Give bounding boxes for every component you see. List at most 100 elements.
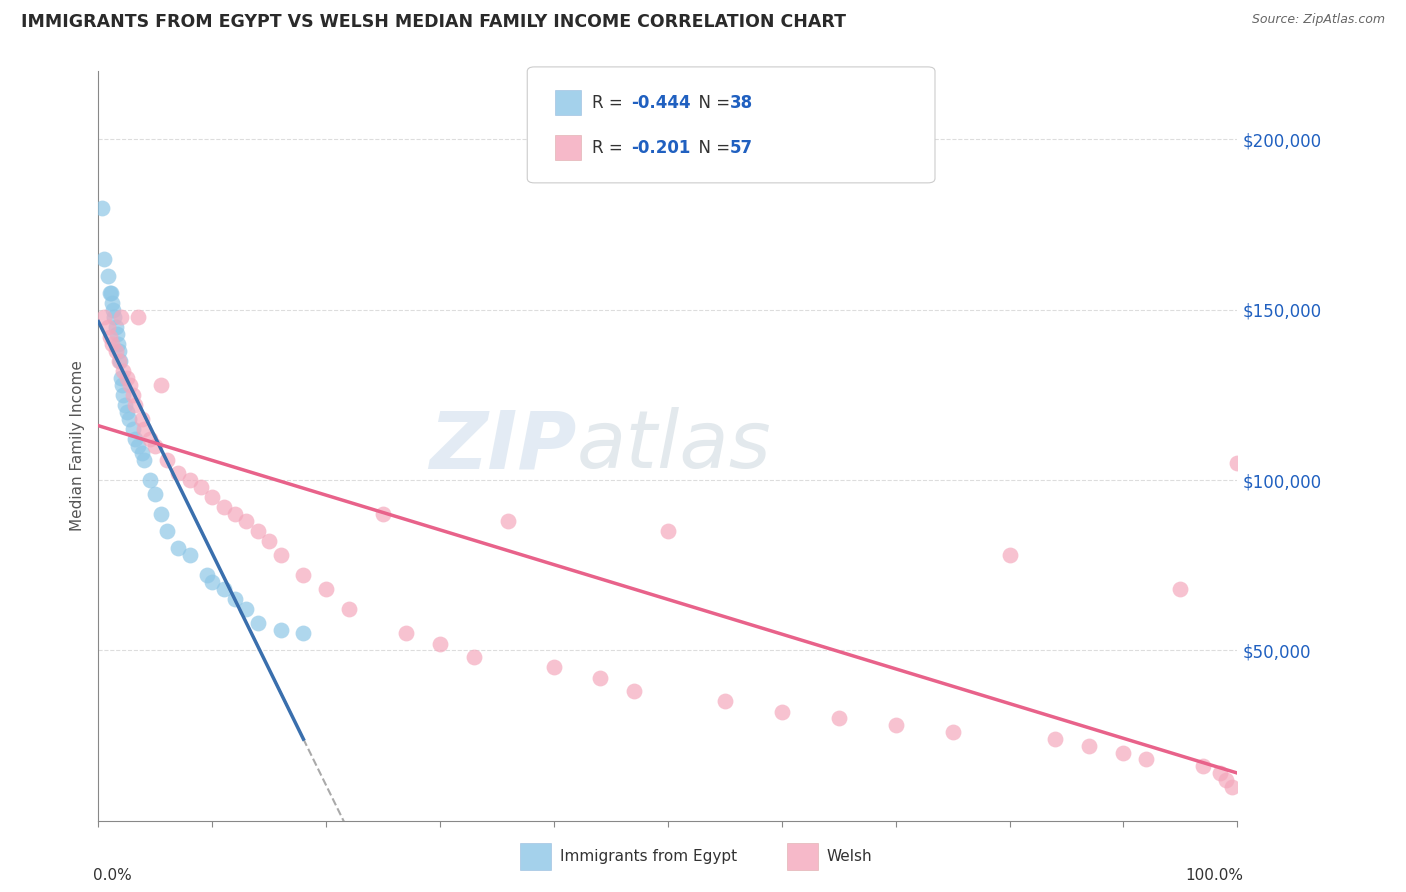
Point xyxy=(315,582,337,596)
Text: 100.0%: 100.0% xyxy=(1185,868,1243,883)
Text: Immigrants from Egypt: Immigrants from Egypt xyxy=(560,849,737,863)
Point xyxy=(246,524,269,538)
Point xyxy=(270,548,292,562)
Point xyxy=(201,490,224,504)
Point xyxy=(98,285,121,300)
Text: -0.201: -0.201 xyxy=(631,139,690,157)
Point xyxy=(395,626,418,640)
Point xyxy=(292,626,315,640)
Point xyxy=(1170,582,1192,596)
Point xyxy=(110,371,132,385)
Point xyxy=(201,575,224,590)
Point xyxy=(156,524,179,538)
Point xyxy=(1112,746,1135,760)
Point xyxy=(224,507,246,521)
Point xyxy=(105,326,128,341)
Point xyxy=(115,371,138,385)
Point xyxy=(623,684,645,698)
Point xyxy=(131,411,153,425)
Point xyxy=(124,432,146,446)
Point xyxy=(714,694,737,708)
Point xyxy=(115,405,138,419)
Text: ZIP: ZIP xyxy=(429,407,576,485)
Point xyxy=(112,388,135,402)
Point xyxy=(224,592,246,607)
Text: -0.444: -0.444 xyxy=(631,95,690,112)
Point xyxy=(998,548,1021,562)
Point xyxy=(1209,766,1232,780)
Point xyxy=(1078,739,1101,753)
Point xyxy=(104,343,127,358)
Text: R =: R = xyxy=(592,139,628,157)
Point xyxy=(429,636,451,650)
Point xyxy=(103,310,125,324)
Text: R =: R = xyxy=(592,95,628,112)
Point xyxy=(167,467,190,481)
Text: 38: 38 xyxy=(730,95,752,112)
Point xyxy=(463,650,485,665)
Point xyxy=(132,422,155,436)
Point xyxy=(150,507,173,521)
Point xyxy=(884,718,907,732)
Point xyxy=(108,354,131,368)
Text: Source: ZipAtlas.com: Source: ZipAtlas.com xyxy=(1251,13,1385,27)
Point xyxy=(190,480,212,494)
Point xyxy=(337,602,360,616)
Point xyxy=(98,330,121,344)
Text: 0.0%: 0.0% xyxy=(93,868,132,883)
Point xyxy=(150,377,173,392)
Point xyxy=(145,486,167,500)
Point xyxy=(132,452,155,467)
Point xyxy=(1226,456,1249,470)
Point xyxy=(93,310,115,324)
Point xyxy=(246,616,269,631)
Point xyxy=(371,507,394,521)
Text: atlas: atlas xyxy=(576,407,772,485)
Point xyxy=(543,660,565,674)
Point xyxy=(270,623,292,637)
Point xyxy=(93,252,115,266)
Point xyxy=(145,439,167,453)
Point xyxy=(108,354,131,368)
Point xyxy=(588,671,610,685)
Point xyxy=(195,568,218,582)
Point xyxy=(110,310,132,324)
Point xyxy=(1220,780,1243,794)
Point xyxy=(101,296,124,310)
Point xyxy=(127,439,149,453)
Point xyxy=(156,452,179,467)
Point xyxy=(212,582,235,596)
Point xyxy=(828,711,851,725)
Point xyxy=(167,541,190,556)
Point xyxy=(1135,752,1157,766)
Point xyxy=(498,514,520,528)
Y-axis label: Median Family Income: Median Family Income xyxy=(69,360,84,532)
Point xyxy=(259,534,281,549)
Point xyxy=(121,388,143,402)
Text: IMMIGRANTS FROM EGYPT VS WELSH MEDIAN FAMILY INCOME CORRELATION CHART: IMMIGRANTS FROM EGYPT VS WELSH MEDIAN FA… xyxy=(21,13,846,31)
Point xyxy=(770,705,793,719)
Point xyxy=(1215,772,1237,787)
Point xyxy=(112,364,135,378)
Point xyxy=(235,514,257,528)
Text: N =: N = xyxy=(688,95,735,112)
Text: Welsh: Welsh xyxy=(827,849,872,863)
Point xyxy=(942,725,965,739)
Point xyxy=(96,268,118,283)
Point xyxy=(131,446,153,460)
Point xyxy=(179,473,201,487)
Point xyxy=(104,319,127,334)
Point xyxy=(121,422,143,436)
Point xyxy=(292,568,315,582)
Point xyxy=(1192,759,1215,773)
Point xyxy=(101,336,124,351)
Point xyxy=(114,398,136,412)
Point xyxy=(96,319,118,334)
Point xyxy=(90,201,112,215)
Text: N =: N = xyxy=(688,139,735,157)
Point xyxy=(111,377,134,392)
Point xyxy=(124,398,146,412)
Point xyxy=(108,343,131,358)
Point xyxy=(1043,731,1066,746)
Point xyxy=(212,500,235,515)
